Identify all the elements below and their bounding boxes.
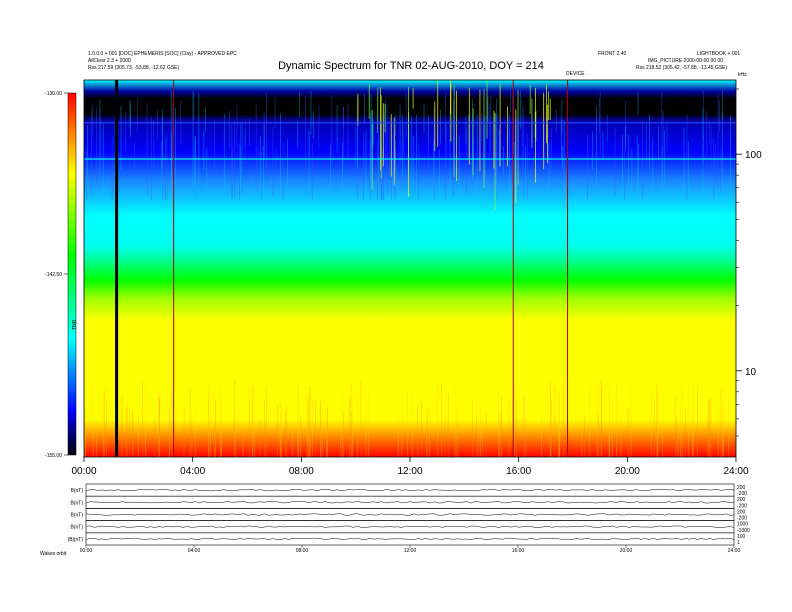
spectrogram-features <box>115 80 569 457</box>
header-left-line-1: 1.0.0.0 + 001 [DOC] EPHEMERIS [SOC] (Cla… <box>88 51 237 57</box>
x-tick-label: 00:00 <box>71 466 96 477</box>
x-tick-label: 24:00 <box>723 466 748 477</box>
panel-right-top-label: 1000 <box>737 522 748 528</box>
panel-x-tick-label: 04:00 <box>188 548 201 554</box>
panel-right-bottom-label: -200 <box>737 516 747 522</box>
ephemeris-panel <box>85 495 735 509</box>
panel-trace <box>85 489 735 492</box>
panel-trace <box>85 513 735 516</box>
x-tick-label: 04:00 <box>180 466 205 477</box>
colorbar-ticks: -130.00 -142.50 -155.00 <box>45 91 68 459</box>
cyan-band <box>84 158 736 160</box>
panel-right-bottom-label: -200 <box>737 491 747 497</box>
panel-x-tick-label: 24:00 <box>728 548 741 554</box>
data-gap-band <box>115 80 119 457</box>
chart-title: Dynamic Spectrum for TNR 02-AUG-2010, DO… <box>278 60 544 72</box>
header-right-line-2: IMG_PICTURE 2000-00-00 00 00 <box>648 58 723 64</box>
blue-band <box>84 122 736 124</box>
ephemeris-panels: B(nT)200-200B(nT)200-200B(nT)200-200B(nT… <box>68 483 750 554</box>
ephemeris-panel <box>85 483 735 497</box>
panel-right-top-label: 200 <box>737 485 746 491</box>
x-axis-ticks: 00:00 04:00 08:00 12:00 16:00 20:00 24:00 <box>71 457 749 477</box>
x-tick-label: 12:00 <box>397 466 422 477</box>
units-label: kHz <box>738 72 747 78</box>
panel-x-tick-label: 00:00 <box>80 548 93 554</box>
y-tick-label: 10 <box>745 367 757 378</box>
panel-right-bottom-label: 1 <box>737 540 740 546</box>
panel-trace <box>85 537 735 540</box>
panel-footer: Wakes orbit <box>40 551 67 557</box>
colorbar-tick-label: -142.50 <box>45 272 62 278</box>
panel-x-tick-label: 16:00 <box>512 548 525 554</box>
panel-trace <box>85 525 735 528</box>
colorbar-label: TNR <box>72 319 78 330</box>
header-right-mark: DEVICE <box>566 71 585 77</box>
spectrogram <box>83 79 737 458</box>
spectrogram-streaks <box>83 80 736 457</box>
x-tick-label: 20:00 <box>615 466 640 477</box>
panel-left-label: B(nT) <box>71 513 84 519</box>
panel-right-top-label: 100 <box>737 534 746 540</box>
panel-left-label: B(nT) <box>71 488 84 494</box>
header-right-line-1: FRONT 2.40 <box>598 51 626 57</box>
header-left-line-3: Rss 217.59 (305.73, -53.88, -12.62 GSE) <box>88 65 179 71</box>
panel-trace <box>85 501 735 504</box>
panel-right-bottom-label: -200 <box>737 503 747 509</box>
panel-x-tick-label: 08:00 <box>296 548 309 554</box>
panel-left-label: |B|(nT) <box>68 537 83 543</box>
panel-right-bottom-label: -1000 <box>737 528 750 534</box>
panel-left-label: B(nT) <box>71 500 84 506</box>
x-tick-label: 08:00 <box>289 466 314 477</box>
y-tick-label: 100 <box>745 150 762 161</box>
colorbar-tick-label: -155.00 <box>45 453 62 459</box>
panel-x-tick-label: 20:00 <box>620 548 633 554</box>
header-right-corner: LIGHTBOOK + 001 <box>697 51 740 57</box>
panel-left-label: B(nT) <box>71 525 84 531</box>
header-left-line-2: AllClear 2.3 + 2000 <box>88 58 131 64</box>
colorbar <box>67 92 77 456</box>
panel-right-top-label: 200 <box>737 509 746 515</box>
y-axis-ticks: 10 100 <box>736 88 762 437</box>
colorbar-tick-label: -130.00 <box>45 91 62 97</box>
spectrogram-background <box>84 80 736 457</box>
header-right-line-3: Rss 218.52 (305.42, -57.88, -13.45 GSE) <box>636 65 727 71</box>
panel-x-tick-label: 12:00 <box>404 548 417 554</box>
panel-right-top-label: 200 <box>737 497 746 503</box>
x-tick-label: 16:00 <box>506 466 531 477</box>
